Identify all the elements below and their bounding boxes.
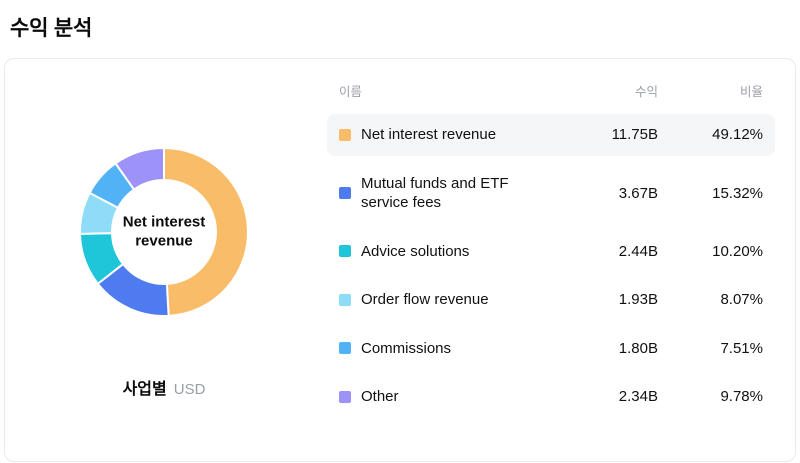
series-value: 11.75B [611, 126, 658, 144]
chart-column: Net interest revenue 사업별 USD [5, 59, 323, 461]
table-row[interactable]: Advice solutions 2.44B 10.20% [327, 231, 775, 273]
header-name: 이름 [339, 85, 363, 99]
revenue-breakdown-card: Net interest revenue 사업별 USD 이름 수익 비율 Ne… [4, 58, 796, 462]
series-label: Net interest revenue [361, 126, 497, 143]
table-header-row: 이름 수익 비율 [327, 81, 775, 114]
series-value: 2.34B [618, 388, 658, 406]
series-label: Mutual funds and ETF service fees [361, 174, 509, 212]
series-value: 2.44B [618, 242, 658, 260]
table-row[interactable]: Other 2.34B 9.78% [327, 376, 775, 418]
series-percent: 9.78% [720, 388, 763, 406]
header-value: 수익 [634, 85, 658, 99]
page-title: 수익 분석 [10, 17, 93, 40]
currency-unit-label[interactable]: USD [173, 381, 206, 398]
series-swatch [339, 390, 351, 403]
series-label: Other [361, 388, 399, 405]
legend-table: 이름 수익 비율 Net interest revenue 11.75B 49.12… [323, 59, 795, 461]
donut-svg [79, 147, 249, 317]
series-percent: 7.51% [720, 339, 763, 357]
series-swatch [339, 342, 351, 355]
donut-center-label: Net interest revenue [122, 213, 206, 249]
series-swatch [339, 293, 351, 306]
chart-caption: 사업별 USD [123, 375, 206, 399]
table-row[interactable]: Commissions 1.80B 7.51% [327, 328, 775, 370]
series-value: 1.93B [618, 291, 658, 309]
series-label: Order flow revenue [361, 291, 489, 308]
donut-segment[interactable] [163, 147, 249, 317]
series-label: Advice solutions [361, 242, 470, 260]
series-label: Commissions [361, 339, 452, 357]
header-percent: 비율 [739, 85, 763, 99]
table-row[interactable]: Mutual funds and ETF service fees 3.67B 15… [327, 163, 775, 224]
series-percent: 8.07% [720, 291, 763, 309]
table-row[interactable]: Order flow revenue 1.93B 8.07% [327, 279, 775, 321]
donut-chart[interactable]: Net interest revenue [79, 147, 249, 317]
series-swatch [339, 187, 351, 199]
series-value: 3.67B [618, 184, 658, 202]
series-percent: 49.12% [712, 126, 763, 144]
series-value: 1.80B [618, 339, 658, 357]
series-swatch [339, 128, 351, 141]
series-swatch [339, 245, 351, 258]
series-percent: 15.32% [712, 184, 763, 202]
series-percent: 10.20% [712, 242, 763, 260]
donut-segment[interactable] [114, 147, 165, 191]
table-row[interactable]: Net interest revenue 11.75B 49.12% [327, 114, 775, 156]
dimension-label[interactable]: 사업별 [122, 381, 167, 398]
legend-table-body: Net interest revenue 11.75B 49.12% Mutual f… [327, 114, 775, 418]
